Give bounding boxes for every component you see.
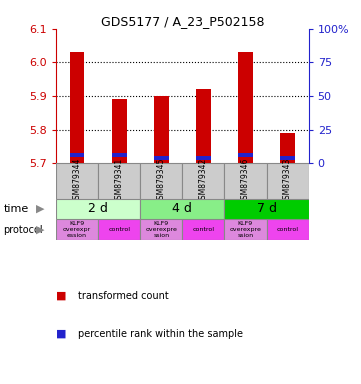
Text: GSM879346: GSM879346 [241,158,250,204]
Bar [225,219,266,240]
Text: control: control [192,227,214,232]
Bar [196,156,211,160]
Bar [238,153,253,157]
Text: GSM879342: GSM879342 [199,158,208,204]
Text: 7 d: 7 d [257,202,277,215]
Bar [182,163,225,199]
Text: percentile rank within the sample: percentile rank within the sample [78,329,243,339]
Bar [196,89,211,163]
Bar [56,199,140,219]
Text: GSM879341: GSM879341 [115,158,123,204]
Text: GSM879344: GSM879344 [73,158,82,204]
Text: ▶: ▶ [36,225,45,235]
Bar [140,163,182,199]
Text: control: control [108,227,130,232]
Bar [225,199,309,219]
Bar [154,156,169,160]
Bar [70,52,84,163]
Bar [280,133,295,163]
Bar [154,96,169,163]
Bar [182,219,225,240]
Bar [280,156,295,160]
Bar [225,163,266,199]
Text: ■: ■ [56,291,66,301]
Bar [266,219,309,240]
Text: GSM879343: GSM879343 [283,158,292,204]
Bar [140,219,182,240]
Text: 4 d: 4 d [172,202,192,215]
Text: protocol: protocol [4,225,43,235]
Text: ■: ■ [56,329,66,339]
Bar [238,52,253,163]
Text: GSM879345: GSM879345 [157,158,166,204]
Title: GDS5177 / A_23_P502158: GDS5177 / A_23_P502158 [101,15,264,28]
Text: KLF9
overexpre
ssion: KLF9 overexpre ssion [230,221,261,238]
Text: ▶: ▶ [36,204,45,214]
Bar [112,99,126,163]
Bar [98,219,140,240]
Bar [98,163,140,199]
Text: time: time [4,204,29,214]
Bar [140,199,225,219]
Bar [112,153,126,157]
Text: control: control [277,227,299,232]
Text: KLF9
overexpre
ssion: KLF9 overexpre ssion [145,221,177,238]
Bar [266,163,309,199]
Bar [56,163,98,199]
Text: 2 d: 2 d [88,202,108,215]
Bar [56,219,98,240]
Text: transformed count: transformed count [78,291,168,301]
Text: KLF9
overexpr
ession: KLF9 overexpr ession [63,221,91,238]
Bar [70,153,84,157]
